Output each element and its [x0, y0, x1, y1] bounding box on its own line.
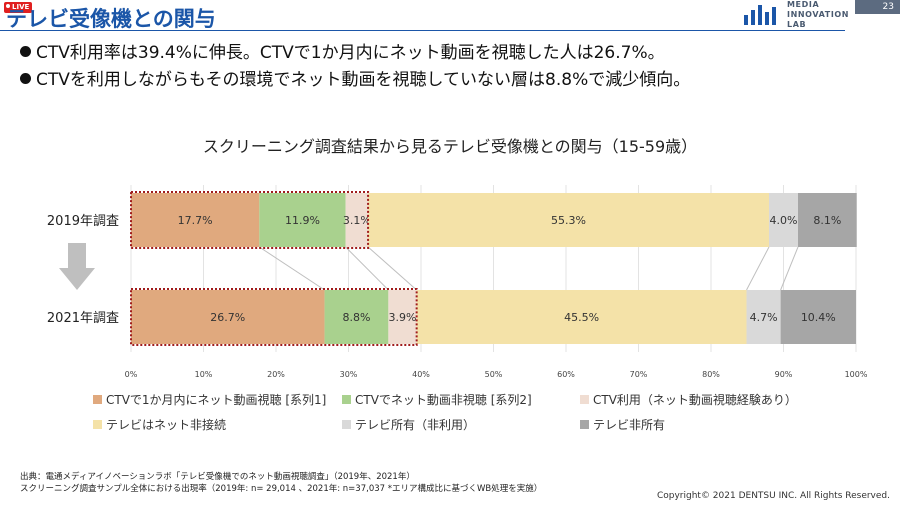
category-label: 2021年調査 — [47, 311, 119, 326]
connector-line — [345, 246, 389, 291]
bar-segment — [746, 290, 781, 344]
data-label: 10.4% — [801, 311, 836, 324]
logo-text: MEDIA INNOVATION LAB — [787, 0, 849, 30]
media-innovation-lab-logo — [744, 5, 776, 25]
x-tick-label: 0% — [125, 370, 138, 379]
connector-line — [746, 246, 770, 291]
logo-line-3: LAB — [787, 20, 807, 29]
data-label: 55.3% — [551, 214, 586, 227]
bar-segment — [780, 290, 856, 344]
bullet-text: CTV利用率は39.4%に伸長。CTVで1か月内にネット動画を視聴した人は26.… — [36, 43, 665, 63]
bullet-item: CTV利用率は39.4%に伸長。CTVで1か月内にネット動画を視聴した人は26.… — [20, 40, 690, 67]
x-tick-label: 100% — [845, 370, 868, 379]
bullet-text: CTVを利用しながらもその環境でネット動画を視聴していない層は8.8%で減少傾向… — [36, 70, 691, 90]
legend-swatch — [580, 420, 589, 429]
legend-label: テレビ非所有 — [593, 418, 666, 432]
legend-item: CTV利用（ネット動画視聴経験あり） — [580, 391, 797, 408]
x-tick-label: 10% — [195, 370, 213, 379]
copyright: Copyright© 2021 DENTSU INC. All Rights R… — [656, 491, 890, 501]
x-tick-label: 70% — [630, 370, 648, 379]
x-tick-label: 80% — [702, 370, 720, 379]
page-number: 23 — [855, 0, 900, 14]
bar-segment — [368, 193, 769, 247]
ctv-highlight-box — [130, 191, 370, 249]
connector-line — [259, 246, 325, 291]
connector-line — [780, 246, 799, 291]
legend-item: テレビ所有（非利用） — [342, 416, 475, 433]
connector-line — [367, 246, 417, 291]
bar-segment — [416, 290, 747, 344]
x-tick-label: 90% — [775, 370, 793, 379]
chart-title: スクリーニング調査結果から見るテレビ受像機との関与（15-59歳） — [202, 137, 698, 156]
legend-item: テレビ非所有 — [580, 416, 665, 433]
legend-label: テレビ所有（非利用） — [355, 418, 476, 432]
bar-segment — [259, 193, 346, 247]
source-line-1: 出典：電通メディアイノベーションラボ「テレビ受像機でのネット動画視聴調査」（20… — [20, 472, 415, 482]
data-label: 17.7% — [178, 214, 213, 227]
x-tick-label: 30% — [340, 370, 358, 379]
stacked-bar-chart: 0% 10% 20% 30% 40% 50% 60% 70% 80% 90% 100% 17.7% 11… — [47, 185, 868, 379]
x-tick-label: 40% — [412, 370, 430, 379]
legend-item: CTVで1か月内にネット動画視聴 [系列1] — [93, 391, 326, 408]
bar-segment — [769, 193, 798, 247]
x-tick-label: 20% — [267, 370, 285, 379]
ctv-highlight-box — [130, 288, 418, 346]
data-label: 26.7% — [210, 311, 245, 324]
legend-label: テレビはネット非接続 — [106, 418, 227, 432]
legend-swatch — [93, 420, 102, 429]
legend-swatch — [580, 395, 589, 404]
x-tick-label: 50% — [485, 370, 503, 379]
legend-swatch — [342, 395, 351, 404]
bar-segment — [131, 290, 325, 344]
legend-swatch — [342, 420, 351, 429]
legend-label: CTVで1か月内にネット動画視聴 [系列1] — [106, 393, 327, 407]
data-label: 11.9% — [285, 214, 320, 227]
logo-line-1: MEDIA — [787, 0, 820, 9]
bar-segment — [388, 290, 417, 344]
x-tick-label: 60% — [557, 370, 575, 379]
logo-line-2: INNOVATION — [787, 10, 850, 19]
data-label: 8.8% — [342, 311, 370, 324]
source-note: 出典：電通メディアイノベーションラボ「テレビ受像機でのネット動画視聴調査」（20… — [20, 471, 542, 495]
live-badge: LIVE — [4, 2, 33, 13]
data-label: 45.5% — [564, 311, 599, 324]
bar-segment — [324, 290, 389, 344]
data-label: 4.7% — [750, 311, 778, 324]
legend-item: CTVでネット動画非視聴 [系列2] — [342, 391, 532, 408]
legend-item: テレビはネット非接続 — [93, 416, 226, 433]
bar-segment — [345, 193, 369, 247]
legend-label: CTVでネット動画非視聴 [系列2] — [355, 393, 532, 407]
source-line-2: スクリーニング調査サンプル全体における出現率（2019年: n= 29,014 … — [20, 484, 543, 494]
bar-segment — [798, 193, 857, 247]
bullet-item: CTVを利用しながらもその環境でネット動画を視聴していない層は8.8%で減少傾向… — [20, 67, 690, 94]
legend-label: CTV利用（ネット動画視聴経験あり） — [593, 393, 797, 407]
legend-swatch — [93, 395, 102, 404]
page-title: テレビ受像機との関与 — [6, 7, 216, 31]
bullet-list: CTV利用率は39.4%に伸長。CTVで1か月内にネット動画を視聴した人は26.… — [20, 40, 690, 94]
data-label: 3.1% — [343, 214, 371, 227]
data-label: 3.9% — [389, 311, 417, 324]
title-underline — [0, 30, 845, 31]
bullet-icon — [20, 46, 31, 57]
category-label: 2019年調査 — [47, 214, 119, 229]
data-label: 8.1% — [813, 214, 841, 227]
bar-segment — [131, 193, 260, 247]
data-label: 4.0% — [770, 214, 798, 227]
bullet-icon — [20, 73, 31, 84]
down-arrow-icon — [59, 243, 95, 290]
